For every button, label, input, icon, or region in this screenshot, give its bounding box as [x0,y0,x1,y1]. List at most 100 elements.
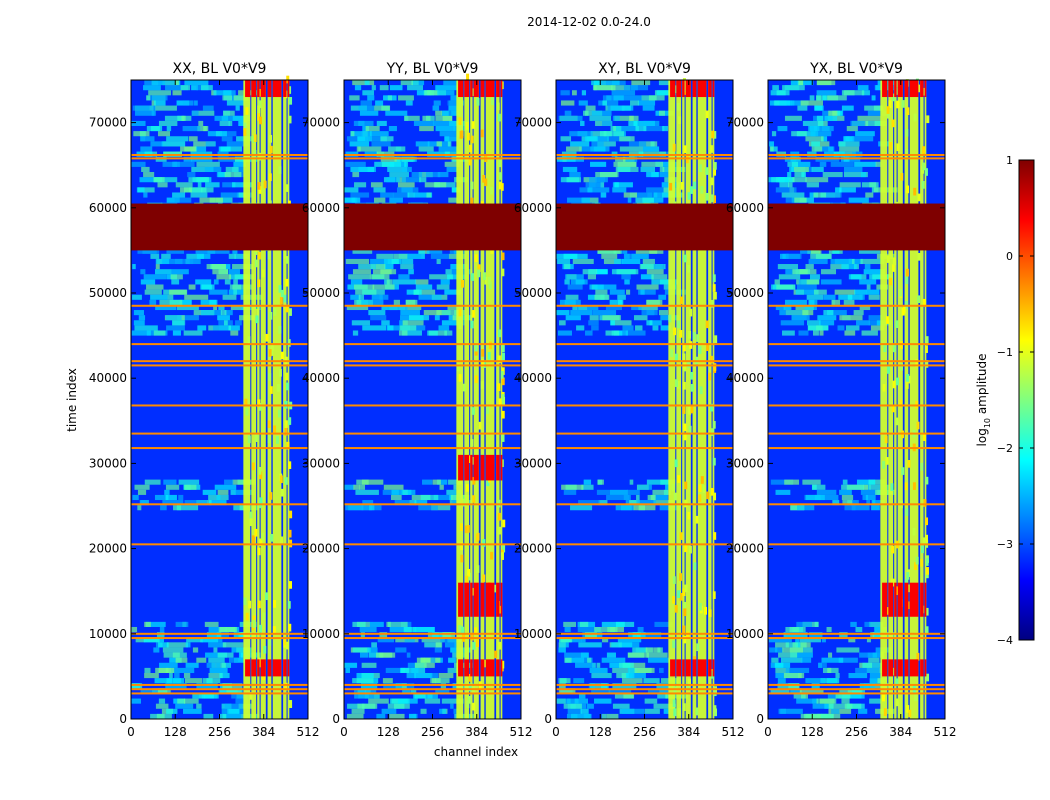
rfi-speckle [710,488,714,496]
rfi-speckle [258,88,262,97]
noise-cell [358,264,376,270]
rfi-speckle [243,128,247,136]
noise-cell [350,131,355,137]
rfi-speckle [502,544,506,553]
noise-cell [811,166,824,173]
y-tick-label: 60000 [514,201,552,215]
noise-cell [777,264,799,270]
rfi-speckle [498,172,502,180]
noise-cell [838,141,860,147]
noise-cell [663,489,671,495]
heatmap-panel: YX, BL V0*V90 128 256 384 512010000200003000… [726,61,957,739]
noise-cell [361,131,368,137]
rfi-speckle [671,483,675,492]
noise-cell [653,264,665,270]
noise-cell [774,279,780,285]
noise-cell [589,177,606,183]
hot-spot [882,80,888,98]
noise-cell [380,136,394,142]
noise-cell [644,708,660,714]
noise-cell [848,637,856,643]
rfi-speckle [280,289,284,298]
noise-cell [615,621,635,627]
noise-cell [214,115,229,121]
noise-cell [626,289,631,295]
noise-cell [664,289,687,295]
noise-cell [146,95,168,101]
noise-cell [375,264,386,270]
rfi-speckle [905,149,909,157]
noise-cell [769,647,778,653]
noise-cell [152,80,176,86]
noise-cell [605,304,622,311]
noise-cell [634,667,655,673]
noise-cell [785,197,800,203]
panel-title: XY, BL V0*V9 [598,61,691,77]
noise-cell [781,192,805,198]
noise-cell [450,703,454,709]
noise-cell [362,500,374,506]
noise-cell [785,626,806,633]
rfi-speckle [699,386,703,395]
noise-cell [216,494,221,501]
rfi-speckle [885,457,889,465]
flagged-row [768,683,945,686]
rfi-speckle [258,100,262,108]
rfi-speckle [262,612,266,621]
noise-cell [140,269,146,275]
noise-cell [365,126,380,132]
noise-cell [368,652,384,658]
rfi-speckle [278,368,282,377]
rfi-speckle [264,592,268,601]
noise-cell [192,647,199,653]
noise-cell [405,299,418,305]
rfi-speckle [712,457,716,466]
x-tick-label: 384 [252,725,275,739]
noise-cell [868,621,883,627]
noise-cell [184,484,197,490]
noise-cell [172,192,186,198]
flagged-row [344,432,521,435]
noise-cell [382,678,393,684]
noise-cell [172,678,182,684]
rfi-speckle [245,652,249,661]
rfi-speckle [710,177,714,186]
noise-cell [847,500,859,506]
noise-cell [218,304,225,311]
noise-cell [156,713,165,719]
noise-cell [581,197,590,203]
rfi-speckle [711,670,715,679]
noise-cell [631,304,642,311]
noise-cell [208,500,227,506]
flagged-row [556,157,733,160]
noise-cell [787,161,799,167]
noise-cell [177,698,186,704]
x-tick-label: 512 [510,725,533,739]
noise-cell [153,647,160,653]
noise-cell [192,693,206,699]
noise-cell [564,652,588,658]
noise-cell [175,621,189,627]
noise-cell [158,642,169,648]
rfi-speckle [488,341,492,350]
flagged-row [556,360,733,363]
noise-cell [369,621,384,627]
rfi-speckle [683,254,687,263]
noise-cell [827,95,847,101]
noise-cell [835,672,840,679]
noise-cell [868,315,883,321]
rfi-speckle [670,349,674,358]
noise-cell [798,330,809,336]
noise-cell [611,642,633,648]
noise-cell [238,120,248,127]
noise-cell [642,105,655,111]
noise-cell [349,141,370,147]
noise-cell [226,100,245,106]
rfi-speckle [683,635,687,644]
hot-spot [888,80,894,98]
rfi-speckle [458,321,462,330]
noise-cell [869,672,881,679]
flagged-row [344,692,521,695]
noise-cell [861,90,870,96]
